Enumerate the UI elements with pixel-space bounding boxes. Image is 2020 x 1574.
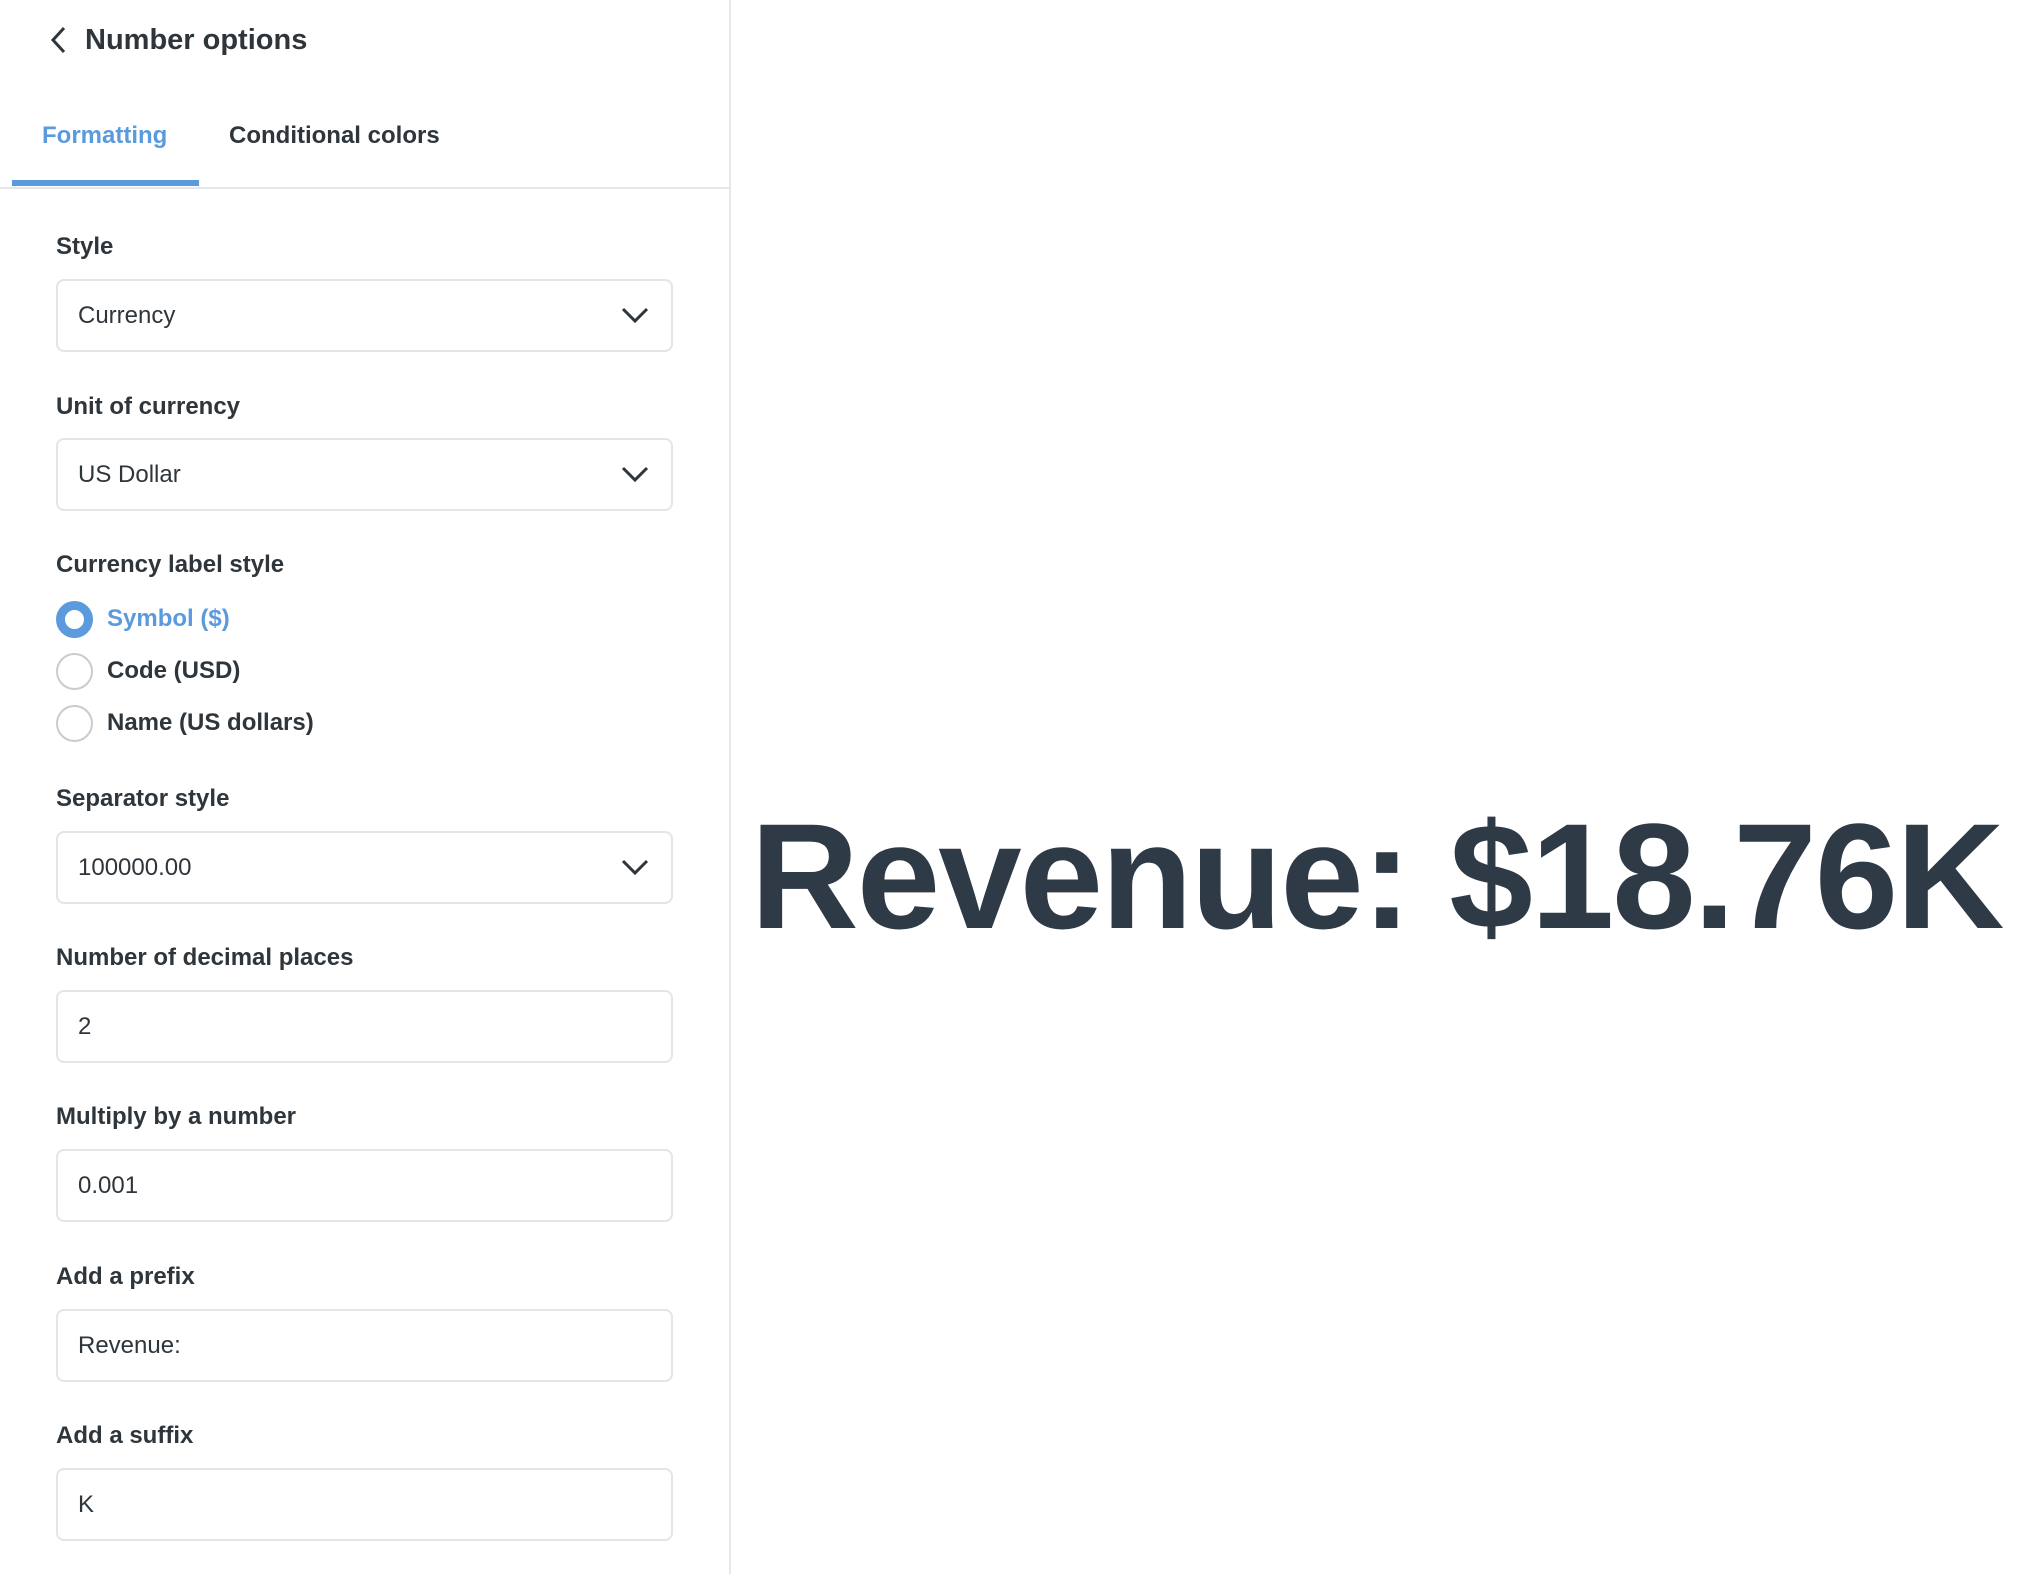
radio-button-checked[interactable] bbox=[56, 601, 93, 638]
style-label: Style bbox=[56, 233, 114, 260]
chevron-left-icon[interactable] bbox=[44, 22, 74, 58]
tab-formatting[interactable]: Formatting bbox=[42, 122, 168, 149]
decimal-places-input[interactable]: 2 bbox=[56, 990, 673, 1063]
unit-label: Unit of currency bbox=[56, 393, 241, 420]
prefix-input[interactable]: Revenue: bbox=[56, 1309, 673, 1382]
radio-label: Name (US dollars) bbox=[107, 709, 314, 736]
unit-value: US Dollar bbox=[78, 460, 181, 488]
multiply-value: 0.001 bbox=[78, 1171, 139, 1199]
decimal-places-value: 2 bbox=[78, 1012, 92, 1040]
decimal-places-label: Number of decimal places bbox=[56, 944, 354, 971]
chevron-down-icon bbox=[621, 859, 649, 876]
multiply-input[interactable]: 0.001 bbox=[56, 1149, 673, 1222]
radio-label: Code (USD) bbox=[107, 657, 241, 684]
radio-label: Symbol ($) bbox=[107, 605, 230, 632]
separator-style-select[interactable]: 100000.00 bbox=[56, 831, 673, 904]
panel-title: Number options bbox=[85, 24, 308, 56]
separator-value: 100000.00 bbox=[78, 853, 192, 881]
active-tab-indicator bbox=[12, 180, 199, 186]
prefix-label: Add a prefix bbox=[56, 1263, 195, 1290]
preview-area: Revenue: $18.76K bbox=[733, 0, 2020, 1574]
style-select[interactable]: Currency bbox=[56, 279, 673, 352]
suffix-input[interactable]: K bbox=[56, 1468, 673, 1541]
radio-button[interactable] bbox=[56, 653, 93, 690]
separator-style-label: Separator style bbox=[56, 785, 230, 812]
multiply-label: Multiply by a number bbox=[56, 1103, 297, 1130]
tab-bar: Formatting Conditional colors bbox=[0, 110, 729, 189]
number-options-panel: Number options Formatting Conditional co… bbox=[0, 0, 731, 1574]
radio-button[interactable] bbox=[56, 705, 93, 742]
chevron-down-icon bbox=[621, 466, 649, 483]
chevron-down-icon bbox=[621, 307, 649, 324]
style-value: Currency bbox=[78, 301, 176, 329]
currency-label-style-label: Currency label style bbox=[56, 551, 285, 578]
suffix-value: K bbox=[78, 1490, 95, 1518]
suffix-label: Add a suffix bbox=[56, 1422, 194, 1449]
unit-of-currency-select[interactable]: US Dollar bbox=[56, 438, 673, 511]
tab-conditional-colors[interactable]: Conditional colors bbox=[229, 122, 440, 149]
prefix-value: Revenue: bbox=[78, 1331, 181, 1359]
formatted-number-preview: Revenue: $18.76K bbox=[750, 792, 2004, 960]
